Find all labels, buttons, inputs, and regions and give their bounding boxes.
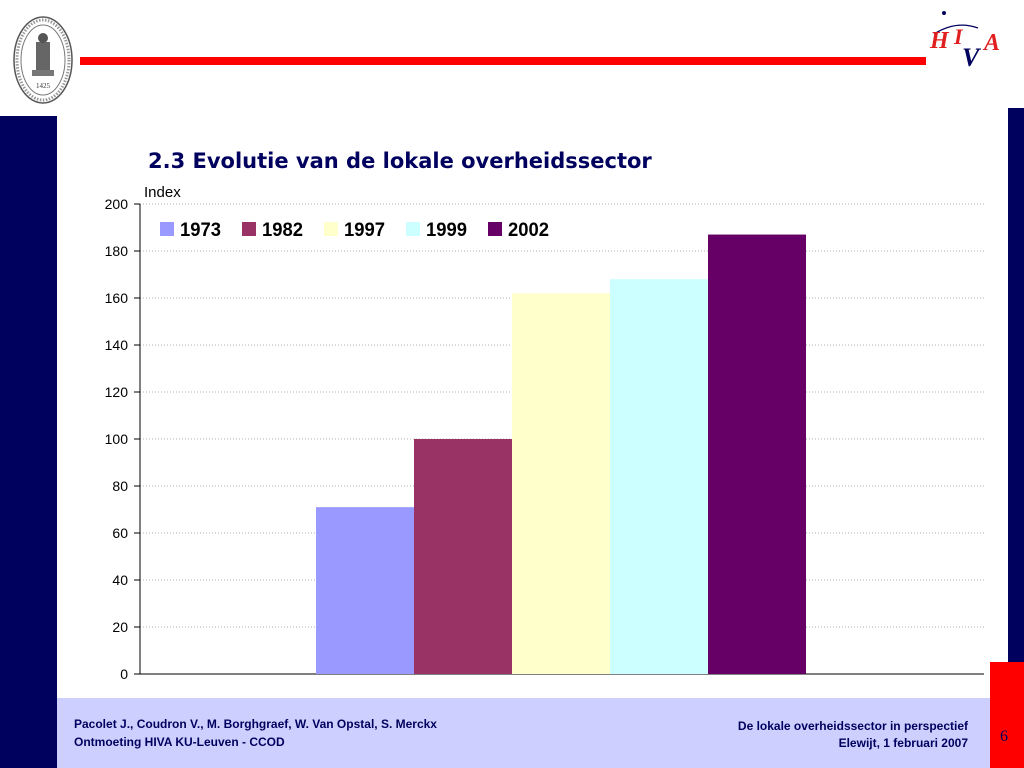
university-seal-logo: 1425 [13,16,73,104]
hiva-logo: H I V A [929,11,1000,72]
right-decorative-band [1008,108,1024,664]
y-tick-label: 160 [105,290,129,306]
page-number-box: 6 [990,662,1024,768]
footer-bar: Pacolet J., Coudron V., M. Borghgraef, W… [57,698,990,768]
legend-swatch-1999 [406,222,420,236]
svg-text:H: H [929,28,950,54]
header-red-rule [80,57,926,65]
page-number: 6 [1000,728,1008,745]
svg-text:A: A [982,30,1000,56]
legend-label-1997: 1997 [344,220,385,241]
legend-label-1973: 1973 [180,220,221,241]
footer-presentation-info: De lokale overheidssector in perspectief… [738,718,968,752]
svg-text:V: V [962,43,982,72]
bar-1997 [512,293,610,674]
y-tick-label: 200 [105,196,129,212]
bar-1982 [414,439,512,674]
y-tick-label: 180 [105,243,129,259]
legend-swatch-1973 [160,222,174,236]
footer-event-line: Ontmoeting HIVA KU-Leuven - CCOD [74,735,285,749]
bar-2002 [708,234,806,675]
y-tick-label: 40 [112,572,128,588]
legend-label-1982: 1982 [262,220,303,241]
y-tick-label: 0 [120,666,128,682]
y-tick-label: 120 [105,384,129,400]
y-tick-label: 100 [105,431,129,447]
slide-title: 2.3 Evolutie van de lokale overheidssect… [148,149,652,173]
y-tick-label: 20 [112,619,128,635]
y-axis-label: Index [144,184,181,201]
bar-1999 [610,279,708,674]
footer-authors: Pacolet J., Coudron V., M. Borghgraef, W… [74,715,437,751]
y-tick-label: 60 [112,525,128,541]
footer-presentation-date: Elewijt, 1 februari 2007 [838,736,968,750]
index-bar-chart: 0 20 40 60 80 100 120 140 160 180 200 Index 1973 1982… [105,184,984,682]
legend-label-2002: 2002 [508,220,549,241]
legend-swatch-2002 [488,222,502,236]
footer-presentation-title: De lokale overheidssector in perspectief [737,719,968,733]
footer-authors-line: Pacolet J., Coudron V., M. Borghgraef, W… [74,717,437,731]
legend-swatch-1982 [242,222,256,236]
y-tick-label: 80 [112,478,128,494]
legend-label-1999: 1999 [426,220,467,241]
legend-swatch-1997 [324,222,338,236]
bar-1973 [316,507,414,674]
y-tick-label: 140 [105,337,129,353]
seal-year: 1425 [36,82,51,90]
svg-text:I: I [953,24,964,49]
left-decorative-band [0,116,57,768]
